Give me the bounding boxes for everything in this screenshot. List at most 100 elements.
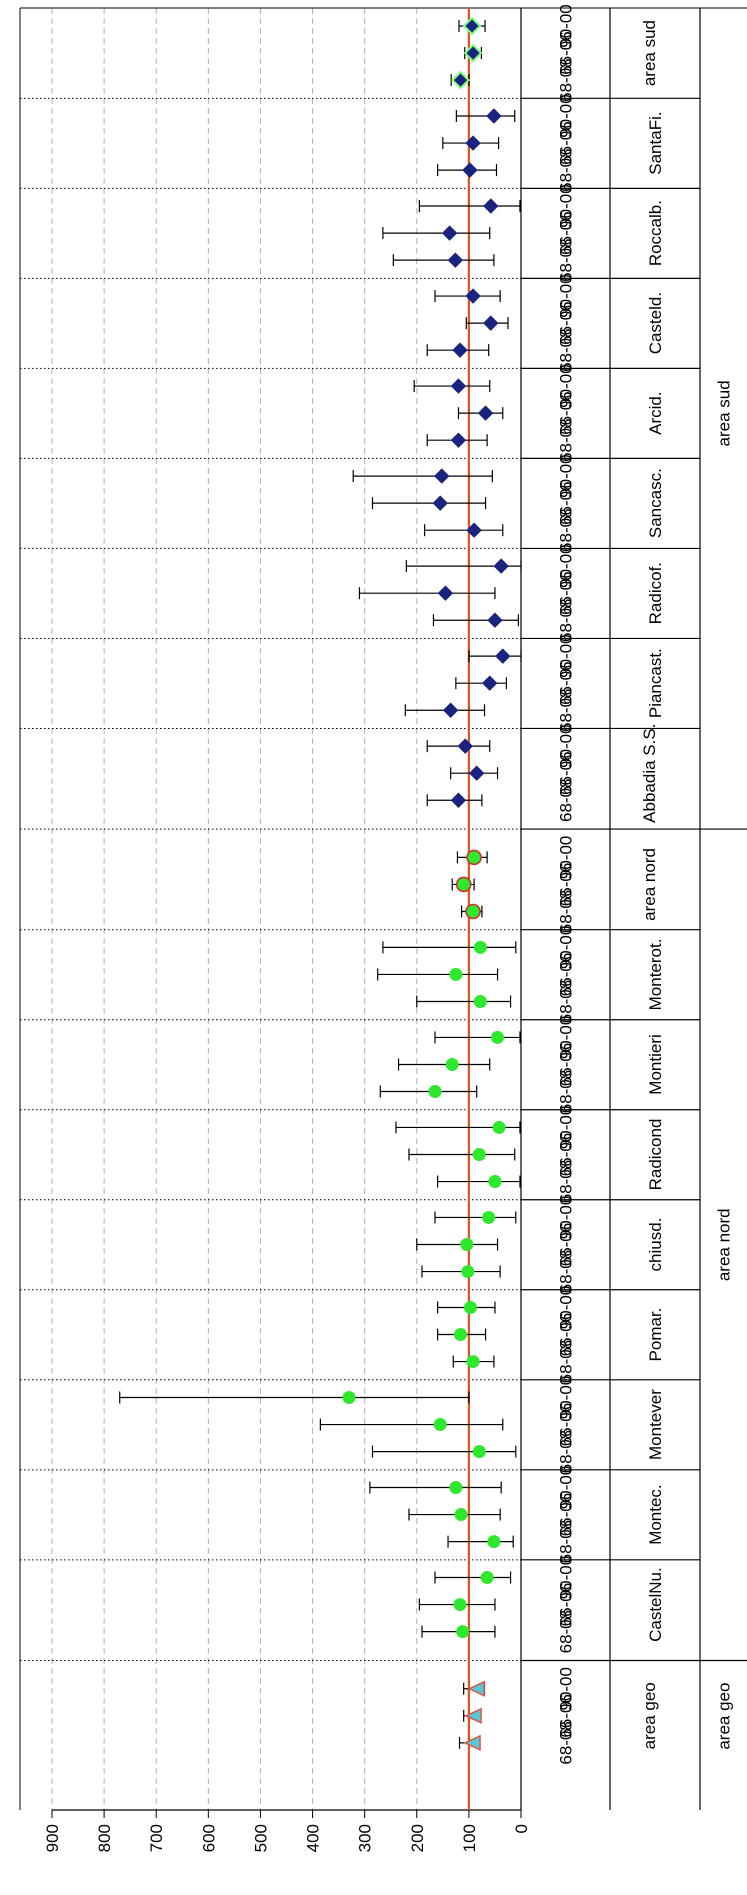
period-label: 90-00 [557, 634, 576, 677]
data-point-circle [487, 1535, 501, 1549]
period-label: 90-00 [557, 94, 576, 137]
data-point-summary-diamond [462, 16, 482, 36]
data-point-diamond [483, 198, 499, 214]
period-label: 90-00 [557, 184, 576, 227]
site-label: CastelNu. [646, 1567, 665, 1642]
data-point-diamond [452, 342, 468, 358]
period-label: 68-08 [557, 328, 576, 371]
site-label: Radicond [646, 1119, 665, 1191]
data-point-diamond [486, 108, 502, 124]
data-point-diamond [442, 702, 459, 718]
period-label: 66-06 [557, 1223, 576, 1266]
data-point-diamond [441, 225, 458, 241]
data-point-circle [461, 1265, 475, 1279]
period-label: 66-06 [557, 1493, 576, 1536]
group-label: area geo [715, 1683, 734, 1750]
data-point-circle [433, 1418, 447, 1432]
period-label: 66-06 [557, 211, 576, 254]
site-label: Arcid. [646, 391, 665, 434]
period-label: 90-00 [557, 1556, 576, 1599]
period-label: 90-00 [557, 1106, 576, 1149]
data-point-circle [488, 1175, 502, 1189]
site-label: chiusd. [646, 1218, 665, 1272]
site-label: SantaFi. [646, 111, 665, 174]
period-label: 90-00 [557, 544, 576, 587]
data-point-summary-circle [455, 876, 472, 893]
period-label: 68-08 [557, 1340, 576, 1383]
data-point-diamond [432, 495, 448, 511]
site-label: Casteld. [646, 292, 665, 354]
period-label: 66-06 [557, 863, 576, 906]
period-label: 66-06 [557, 481, 576, 524]
data-point-diamond [457, 738, 473, 754]
data-point-summary-diamond [463, 43, 483, 63]
data-point-circle [453, 1598, 467, 1612]
period-label: 90-00 [557, 454, 576, 497]
axis-tick-label: 100 [460, 1824, 479, 1852]
period-label: 90-00 [557, 1667, 576, 1710]
data-point-circle [480, 1571, 494, 1585]
axis-tick-label: 200 [408, 1824, 427, 1852]
axis-tick-label: 0 [512, 1824, 531, 1833]
period-label: 68-08 [557, 1721, 576, 1764]
period-label: 68-08 [557, 688, 576, 731]
period-label: 90-00 [557, 1376, 576, 1419]
period-label: 68-08 [557, 890, 576, 933]
data-point-diamond [450, 378, 467, 394]
data-point-summary-circle [466, 849, 482, 866]
data-point-circle [449, 1481, 463, 1495]
data-point-circle [473, 940, 487, 954]
data-point-diamond [493, 558, 509, 574]
data-point-diamond [465, 135, 481, 151]
site-label: area sud [640, 20, 659, 86]
period-label: 90-00 [557, 724, 576, 767]
period-label: 90-00 [557, 836, 576, 879]
period-label: 68-08 [557, 148, 576, 191]
site-label: Abbadia S.S. [640, 724, 659, 823]
site-label: Sancasc. [646, 468, 665, 538]
group-label: area sud [715, 380, 734, 446]
period-label: 66-06 [557, 1583, 576, 1626]
period-label: 90-00 [557, 4, 576, 47]
data-point-circle [472, 1445, 486, 1459]
axis-tick-label: 900 [43, 1824, 62, 1852]
data-point-diamond [483, 315, 499, 331]
data-point-circle [342, 1390, 356, 1404]
data-point-circle [454, 1328, 468, 1342]
axis-tick-label: 800 [95, 1824, 114, 1852]
period-label: 68-08 [557, 779, 576, 822]
period-label: 90-00 [557, 1466, 576, 1509]
data-point-circle [491, 1030, 505, 1044]
site-label: area nord [640, 848, 659, 921]
period-label: 68-08 [557, 508, 576, 551]
period-label: 68-08 [557, 1070, 576, 1113]
site-label: Piancast. [646, 648, 665, 718]
site-label: area geo [640, 1682, 659, 1749]
data-point-circle [472, 1147, 486, 1161]
data-point-circle [492, 1120, 506, 1134]
data-point-diamond [437, 585, 454, 601]
data-point-diamond [468, 765, 485, 781]
data-point-diamond [450, 432, 467, 448]
data-point-diamond [447, 252, 464, 268]
period-label: 68-08 [557, 238, 576, 281]
data-point-summary-diamond [451, 70, 470, 90]
period-label: 90-00 [557, 274, 576, 317]
data-point-diamond [487, 612, 503, 628]
data-point-circle [473, 995, 487, 1009]
period-label: 90-00 [557, 1286, 576, 1329]
site-label: Pomar. [646, 1308, 665, 1362]
data-point-circle [482, 1210, 496, 1224]
period-label: 68-08 [557, 1250, 576, 1293]
site-label: Montieri [646, 1034, 665, 1094]
site-label: Monterot. [646, 939, 665, 1011]
period-label: 68-08 [557, 980, 576, 1023]
axis-tick-label: 400 [304, 1824, 323, 1852]
axis-tick-label: 500 [251, 1824, 270, 1852]
period-label: 90-00 [557, 926, 576, 969]
data-point-triangle [464, 1707, 482, 1724]
data-point-diamond [482, 675, 498, 691]
period-label: 68-08 [557, 1430, 576, 1473]
data-point-diamond [434, 468, 450, 484]
